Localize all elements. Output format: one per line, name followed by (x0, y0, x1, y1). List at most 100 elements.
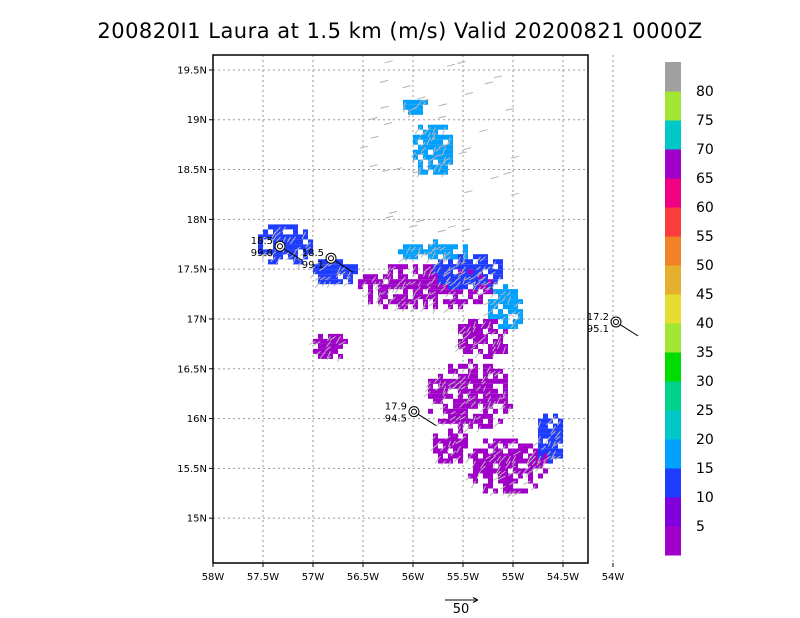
wind-speed-cell (338, 338, 343, 344)
colorbar-segment (665, 62, 681, 92)
wind-speed-cell (473, 254, 478, 260)
y-tick-label: 15N (187, 514, 207, 525)
wind-vector (514, 490, 521, 496)
wind-vector (467, 371, 471, 379)
wind-vector (546, 420, 551, 426)
wind-speed-cell (423, 279, 428, 285)
wind-vector (315, 350, 321, 356)
wind-vector (386, 286, 391, 296)
wind-vector (449, 385, 456, 391)
wind-vector (395, 301, 401, 307)
wind-speed-cell (273, 259, 278, 265)
colorbar-label: 5 (696, 519, 705, 535)
wind-vector (467, 361, 471, 369)
wind-vector (386, 271, 391, 278)
wind-vector (433, 261, 441, 267)
observation-ring-inner (411, 408, 417, 415)
wind-vector (410, 151, 416, 158)
wind-speed-cell (548, 458, 553, 464)
wind-vector (414, 251, 421, 258)
observation-ring-outer (610, 316, 622, 328)
wind-speed-cell (518, 473, 523, 479)
wind-vector (550, 425, 556, 434)
wind-vector (455, 281, 461, 288)
wind-vector (444, 256, 451, 263)
wind-vector (420, 146, 426, 153)
wind-vector (471, 460, 476, 469)
wind-vector (476, 385, 481, 392)
wind-vector (490, 271, 496, 276)
wind-speed-cell (493, 408, 498, 414)
wind-vector (415, 219, 425, 223)
observation-marker: 17.994.5 (385, 402, 437, 427)
wind-vector (419, 306, 426, 313)
wind-speed-cell (443, 448, 448, 454)
wind-vector (492, 475, 501, 481)
colorbar-label: 55 (696, 229, 714, 245)
wind-speed-cell (498, 314, 503, 320)
wind-speed-cell (333, 348, 338, 354)
wind-vector (450, 301, 456, 306)
wind-vector (459, 375, 466, 383)
wind-speed-cell (483, 423, 488, 429)
wind-speed-cell (383, 284, 388, 290)
wind-speed-cell (538, 473, 543, 479)
wind-vector (458, 346, 466, 351)
wind-vector (501, 296, 506, 303)
colorbar-label: 40 (696, 316, 714, 332)
wind-vector (456, 445, 461, 453)
wind-vector (410, 306, 416, 313)
wind-vector (493, 450, 501, 457)
wind-speed-cell (283, 239, 288, 245)
wind-speed-cell (333, 338, 338, 344)
wind-speed-cell (333, 343, 338, 349)
wind-vector (361, 281, 366, 288)
wind-vector (292, 256, 296, 265)
wind-speed-cell (488, 418, 493, 424)
wind-speed-cell (463, 244, 468, 250)
wind-vector (485, 455, 491, 460)
wind-vector (462, 276, 466, 285)
wind-vector (314, 276, 321, 282)
wind-speed-cell (463, 279, 468, 285)
wind-vector (412, 271, 416, 277)
wind-speed-cell (498, 349, 503, 354)
wind-speed-cell (538, 428, 543, 434)
wind-vector (470, 400, 476, 408)
wind-speed-cell (363, 274, 368, 280)
wind-speed-cell (458, 448, 463, 454)
colorbar-label: 15 (696, 461, 714, 477)
wind-vector (462, 256, 466, 264)
wind-vector (373, 281, 376, 287)
wind-vector (452, 371, 456, 378)
wind-speed-cell (478, 448, 483, 454)
wind-vector (447, 380, 456, 387)
wind-speed-cell (548, 443, 553, 449)
wind-vector (442, 411, 446, 417)
wind-speed-cell (498, 259, 503, 265)
wind-vector (319, 266, 326, 272)
wind-speed-cell (288, 239, 293, 245)
wind-vector (338, 271, 346, 277)
wind-speed-cell (463, 443, 468, 449)
wind-vector (442, 281, 451, 288)
wind-vector (476, 470, 481, 480)
wind-speed-cell (488, 423, 493, 429)
wind-vector (484, 81, 494, 85)
wind-vector (424, 251, 431, 257)
wind-vector (526, 460, 531, 467)
wind-vector (483, 281, 491, 287)
wind-vector (553, 440, 561, 447)
wind-speed-cell (428, 139, 433, 145)
wind-speed-cell (318, 333, 323, 339)
wind-speed-cell (413, 99, 418, 105)
wind-speed-cell (498, 478, 503, 484)
wind-vector (496, 276, 501, 285)
wind-speed-cell (558, 423, 563, 429)
wind-vector (499, 470, 506, 476)
wind-speed-cell (468, 334, 473, 339)
wind-speed-cell (473, 473, 478, 479)
wind-speed-cell (483, 453, 488, 459)
wind-speed-cell (453, 244, 458, 250)
wind-vector (423, 266, 431, 273)
